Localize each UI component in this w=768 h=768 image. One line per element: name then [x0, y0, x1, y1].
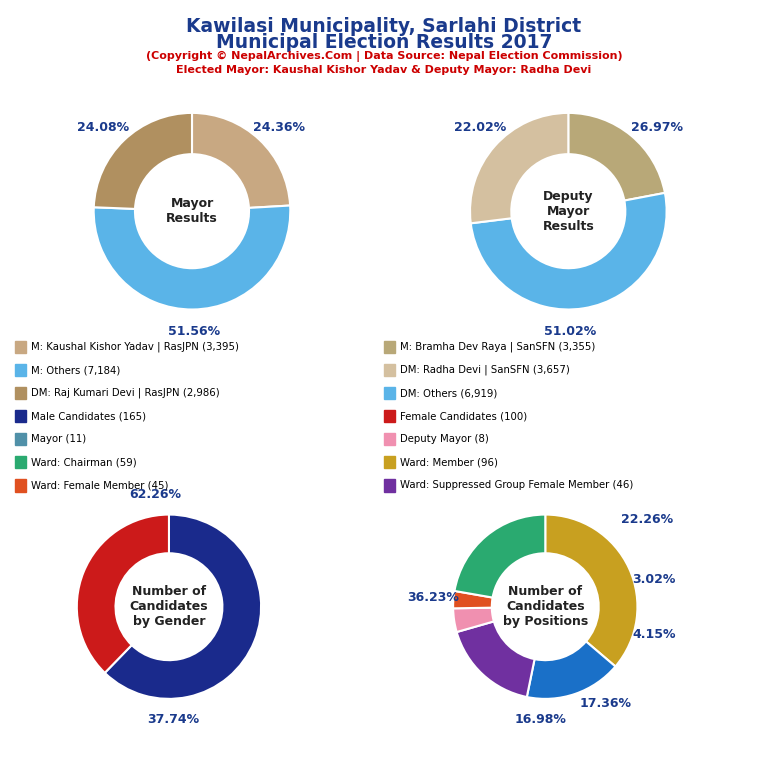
Text: Kawilasi Municipality, Sarlahi District: Kawilasi Municipality, Sarlahi District	[187, 17, 581, 36]
Wedge shape	[192, 113, 290, 208]
Wedge shape	[77, 515, 169, 673]
Wedge shape	[455, 515, 545, 598]
Text: Male Candidates (165): Male Candidates (165)	[31, 411, 147, 422]
Wedge shape	[470, 113, 568, 223]
Text: Mayor (11): Mayor (11)	[31, 434, 87, 445]
Text: M: Bramha Dev Raya | SanSFN (3,355): M: Bramha Dev Raya | SanSFN (3,355)	[400, 342, 595, 353]
Text: (Copyright © NepalArchives.Com | Data Source: Nepal Election Commission): (Copyright © NepalArchives.Com | Data So…	[146, 51, 622, 61]
Text: DM: Radha Devi | SanSFN (3,657): DM: Radha Devi | SanSFN (3,657)	[400, 365, 570, 376]
Text: 3.02%: 3.02%	[632, 573, 676, 585]
Text: Number of
Candidates
by Positions: Number of Candidates by Positions	[502, 585, 588, 628]
Text: 26.97%: 26.97%	[631, 121, 683, 134]
Text: Ward: Chairman (59): Ward: Chairman (59)	[31, 457, 137, 468]
Text: Deputy
Mayor
Results: Deputy Mayor Results	[542, 190, 594, 233]
Text: 36.23%: 36.23%	[407, 591, 458, 604]
Text: 24.08%: 24.08%	[78, 121, 130, 134]
Text: 4.15%: 4.15%	[632, 628, 676, 641]
Wedge shape	[568, 113, 665, 200]
Wedge shape	[94, 206, 290, 310]
Text: DM: Raj Kumari Devi | RasJPN (2,986): DM: Raj Kumari Devi | RasJPN (2,986)	[31, 388, 220, 399]
Text: 16.98%: 16.98%	[515, 713, 567, 726]
Text: M: Kaushal Kishor Yadav | RasJPN (3,395): M: Kaushal Kishor Yadav | RasJPN (3,395)	[31, 342, 240, 353]
Text: Ward: Suppressed Group Female Member (46): Ward: Suppressed Group Female Member (46…	[400, 480, 634, 491]
Wedge shape	[104, 515, 261, 699]
Text: 17.36%: 17.36%	[579, 697, 631, 710]
Text: 22.02%: 22.02%	[454, 121, 506, 134]
Wedge shape	[527, 641, 615, 699]
Wedge shape	[471, 193, 667, 310]
Wedge shape	[453, 607, 494, 632]
Text: 51.56%: 51.56%	[168, 325, 220, 338]
Text: 22.26%: 22.26%	[621, 513, 673, 525]
Wedge shape	[457, 621, 535, 697]
Text: 51.02%: 51.02%	[545, 325, 597, 338]
Text: DM: Others (6,919): DM: Others (6,919)	[400, 388, 498, 399]
Text: Mayor
Results: Mayor Results	[166, 197, 218, 225]
Text: Municipal Election Results 2017: Municipal Election Results 2017	[216, 33, 552, 52]
Wedge shape	[453, 591, 492, 608]
Text: Number of
Candidates
by Gender: Number of Candidates by Gender	[130, 585, 208, 628]
Text: M: Others (7,184): M: Others (7,184)	[31, 365, 121, 376]
Wedge shape	[94, 113, 192, 209]
Text: Elected Mayor: Kaushal Kishor Yadav & Deputy Mayor: Radha Devi: Elected Mayor: Kaushal Kishor Yadav & De…	[177, 65, 591, 74]
Text: Deputy Mayor (8): Deputy Mayor (8)	[400, 434, 489, 445]
Text: Ward: Female Member (45): Ward: Female Member (45)	[31, 480, 169, 491]
Text: 62.26%: 62.26%	[129, 488, 181, 501]
Wedge shape	[545, 515, 637, 667]
Text: Ward: Member (96): Ward: Member (96)	[400, 457, 498, 468]
Text: 24.36%: 24.36%	[253, 121, 304, 134]
Text: 37.74%: 37.74%	[147, 713, 200, 726]
Text: Female Candidates (100): Female Candidates (100)	[400, 411, 528, 422]
